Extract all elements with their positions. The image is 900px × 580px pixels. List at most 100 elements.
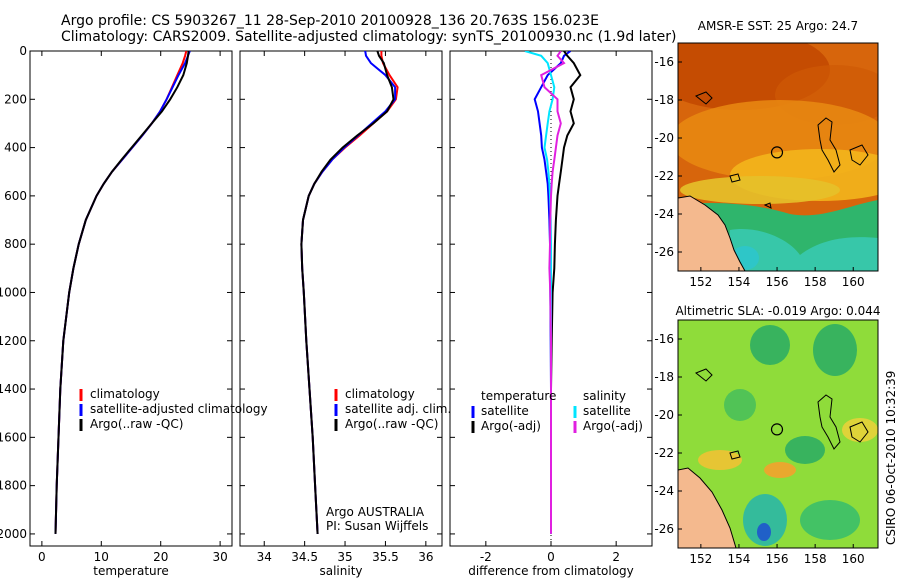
panel-frame bbox=[239, 50, 443, 547]
y-tick-label: 800 bbox=[4, 237, 27, 251]
legend-label: climatology bbox=[90, 387, 160, 401]
x-tick-label: 0 bbox=[547, 550, 555, 564]
map-x-tick-label: 156 bbox=[766, 552, 789, 566]
map-y-tick-label: -20 bbox=[654, 408, 674, 422]
sla-cyan-eddy bbox=[743, 494, 787, 546]
legend-label: satellite bbox=[583, 404, 631, 418]
map-x-tick-label: 152 bbox=[689, 275, 712, 289]
sla-high-b bbox=[842, 418, 878, 442]
reef-contour-sla bbox=[817, 394, 841, 450]
map-x-tick-label: 160 bbox=[842, 275, 865, 289]
map-y-tick-label: -22 bbox=[654, 446, 674, 460]
panel-frame bbox=[29, 50, 233, 547]
figure-title-line1: Argo profile: CS 5903267_11 28-Sep-2010 … bbox=[61, 13, 599, 29]
reef-contour-east bbox=[849, 144, 869, 166]
x-tick-label: 10 bbox=[94, 550, 109, 564]
sla-high-a bbox=[698, 450, 742, 470]
x-tick-label: 2 bbox=[612, 550, 620, 564]
map-x-tick-label: 154 bbox=[727, 552, 750, 566]
y-tick-label: 1600 bbox=[0, 430, 27, 444]
series-line-3 bbox=[54, 51, 190, 534]
argo-float-marker bbox=[770, 146, 784, 159]
series-group bbox=[54, 51, 191, 534]
sla-map-frame bbox=[677, 319, 879, 549]
series-line-2 bbox=[54, 51, 191, 534]
y-tick-label: 2000 bbox=[0, 527, 27, 541]
argo-float-marker bbox=[770, 423, 784, 436]
x-tick-label: 36 bbox=[418, 550, 433, 564]
legend: temperature salinitysatelliteArgo(-adj)sa… bbox=[471, 389, 643, 433]
x-tick-label: 0 bbox=[38, 550, 46, 564]
map-y-tick-label: -18 bbox=[654, 370, 674, 384]
legend-label: satellite bbox=[481, 404, 529, 418]
x-tick-label: 20 bbox=[153, 550, 168, 564]
x-axis-label: difference from climatology bbox=[468, 564, 634, 578]
series-group bbox=[300, 51, 399, 534]
map-x-tick-label: 160 bbox=[842, 552, 865, 566]
x-tick-label: 34.5 bbox=[291, 550, 318, 564]
x-tick-label: 30 bbox=[212, 550, 227, 564]
legend-label: Argo(-adj) bbox=[481, 419, 541, 433]
series-line-3 bbox=[300, 51, 395, 534]
map-y-tick-label: -16 bbox=[654, 55, 674, 69]
map-x-tick-label: 158 bbox=[804, 552, 827, 566]
series-group bbox=[524, 51, 582, 534]
legend-label: satellite-adjusted climatology bbox=[90, 402, 268, 416]
y-tick-label: 1800 bbox=[0, 479, 27, 493]
series-line-1 bbox=[300, 51, 399, 534]
profile-panel-2: 34 34.5 35 35.5 36 salinity climatologysatelli… bbox=[239, 50, 451, 578]
y-tick-label: 1000 bbox=[0, 285, 27, 299]
sla-low-a bbox=[750, 325, 790, 365]
sla-map-title: Altimetric SLA: -0.019 Argo: 0.044 bbox=[675, 304, 880, 318]
sst-map-frame bbox=[677, 42, 879, 272]
sla-low-e bbox=[800, 500, 860, 540]
sla-low-c bbox=[724, 389, 756, 421]
x-tick-label: 35.5 bbox=[372, 550, 399, 564]
map-y-tick-label: -20 bbox=[654, 131, 674, 145]
y-tick-label: 600 bbox=[4, 189, 27, 203]
legend-label: satellite adj. clim. bbox=[345, 402, 451, 416]
australia-coast-land-sla bbox=[678, 467, 737, 548]
y-tick-label: 0 bbox=[19, 44, 27, 58]
x-tick-label: -2 bbox=[480, 550, 492, 564]
sla-low-d bbox=[785, 436, 825, 464]
sla-blue-core bbox=[757, 523, 771, 541]
sla-high-c bbox=[764, 462, 796, 478]
x-tick-label: 35 bbox=[337, 550, 352, 564]
legend-header-temperature: temperature bbox=[481, 389, 556, 403]
map-y-tick-label: -26 bbox=[654, 245, 674, 259]
series-line-2 bbox=[300, 51, 397, 534]
legend-label: Argo(..raw -QC) bbox=[90, 417, 183, 431]
panel-annotation: PI: Susan Wijffels bbox=[326, 519, 428, 533]
legend-label: Argo(..raw -QC) bbox=[345, 417, 438, 431]
map-x-tick-label: 152 bbox=[689, 552, 712, 566]
small-reef-contours-sla bbox=[695, 368, 741, 460]
profile-panel-1: 0 10 20 30 temperature 0 200 400 600 800 1000 1200 1… bbox=[0, 44, 268, 578]
sst-map: AMSR-E SST: 25 Argo: 24.7 152 154 156 158 16… bbox=[654, 19, 879, 289]
y-tick-label: 400 bbox=[4, 141, 27, 155]
x-tick-label: 34 bbox=[257, 550, 272, 564]
map-x-tick-label: 156 bbox=[766, 275, 789, 289]
y-tick-label: 200 bbox=[4, 92, 27, 106]
panel-annotation: Argo AUSTRALIA bbox=[326, 505, 425, 519]
map-x-tick-label: 154 bbox=[727, 275, 750, 289]
reef-contour-east-sla bbox=[849, 421, 869, 443]
map-x-tick-label: 158 bbox=[804, 275, 827, 289]
y-tick-label: 1200 bbox=[0, 334, 27, 348]
small-reef-contours bbox=[695, 91, 772, 209]
legend-label: climatology bbox=[345, 387, 415, 401]
sst-cyan-region bbox=[725, 229, 878, 271]
reef-contour bbox=[817, 117, 841, 173]
legend-label: Argo(-adj) bbox=[583, 419, 643, 433]
sst-yellow-band-west bbox=[680, 176, 840, 204]
sla-low-b bbox=[813, 324, 857, 376]
legend-header-salinity: salinity bbox=[583, 389, 626, 403]
x-axis-label: salinity bbox=[319, 564, 362, 578]
australia-coast-land bbox=[678, 195, 746, 271]
map-y-tick-label: -24 bbox=[654, 484, 674, 498]
map-y-tick-label: -16 bbox=[654, 332, 674, 346]
series-line-2 bbox=[550, 51, 582, 534]
